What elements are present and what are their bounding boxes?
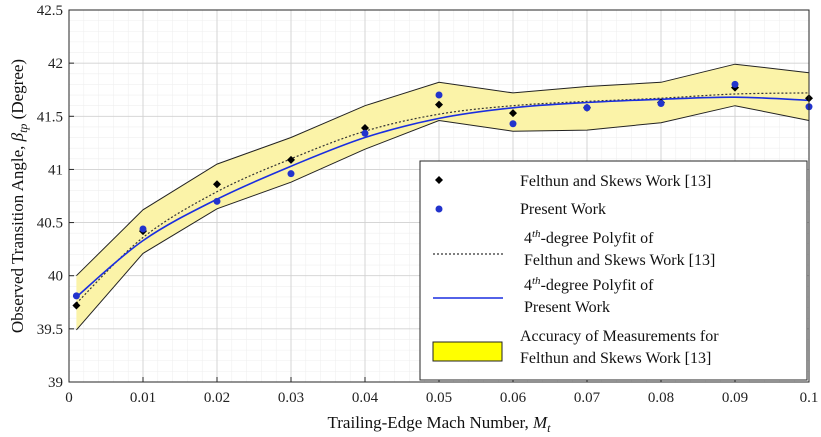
y-axis-label-var: β	[8, 132, 27, 142]
marker-felthun	[435, 100, 443, 109]
marker-present	[657, 100, 665, 108]
polyfit-line-present	[75, 96, 810, 298]
y-axis-label: Observed Transition Angle, βtp (Degree)	[8, 59, 30, 333]
legend-label-polyfit-present-line2: Present Work	[524, 299, 610, 316]
legend-label-accuracy-line2: Felthun and Skews Work [13]	[520, 350, 711, 367]
x-tick-label: 0.08	[648, 390, 674, 406]
data-markers-layer	[72, 80, 813, 310]
x-tick-label: 0.07	[574, 390, 601, 406]
marker-present	[509, 120, 517, 128]
y-tick-label: 42.5	[37, 3, 63, 19]
marker-present	[213, 197, 221, 205]
marker-felthun	[213, 180, 221, 189]
marker-present	[361, 129, 369, 137]
accuracy-band-upper-edge	[76, 63, 810, 277]
y-tick-label: 40.5	[37, 216, 63, 232]
marker-felthun	[287, 155, 295, 164]
polyfit-lines-layer	[75, 92, 810, 304]
x-axis-label: Trailing-Edge Mach Number, Mt	[327, 413, 551, 435]
legend-label-polyfit-felthun-line2: Felthun and Skews Work [13]	[524, 252, 715, 269]
x-tick-label: 0.02	[204, 390, 230, 406]
marker-present	[583, 104, 591, 112]
x-tick-label: 0.06	[500, 390, 527, 406]
x-tick-label: 0.01	[130, 390, 156, 406]
y-axis-label-sub: tp	[16, 124, 30, 133]
marker-present	[731, 80, 739, 88]
legend-marker-felthun	[435, 176, 443, 184]
legend-polyfit-present-sup: th	[532, 275, 541, 287]
legend-label-polyfit-felthun-line1: 4th-degree Polyfit of	[524, 228, 654, 247]
marker-felthun	[509, 109, 517, 118]
legend-polyfit-felthun-rest: -degree Polyfit of	[541, 230, 655, 247]
polyfit-line-felthun	[75, 92, 810, 304]
ticks: 0 0.01 0.02 0.03 0.04 0.05 0.06 0.07 0.08 0.09 0.1…	[37, 3, 819, 406]
x-axis-label-text: Trailing-Edge Mach Number,	[327, 413, 533, 432]
x-tick-label: 0	[65, 390, 73, 406]
y-tick-label: 42	[48, 56, 63, 72]
accuracy-band-lower-edge	[76, 105, 810, 331]
y-tick-label: 41	[48, 162, 63, 178]
legend-polyfit-felthun-degree: 4	[524, 230, 532, 247]
marker-present	[72, 292, 80, 300]
legend-label-accuracy-line1: Accuracy of Measurements for	[520, 328, 719, 345]
y-axis-label-suffix: (Degree)	[8, 59, 27, 124]
x-tick-label: 0.03	[278, 390, 304, 406]
legend-polyfit-present-degree: 4	[524, 277, 532, 294]
x-axis-label-var: M	[532, 413, 548, 432]
y-tick-label: 40	[48, 269, 63, 285]
legend-marker-present	[435, 205, 443, 213]
marker-present	[139, 225, 147, 233]
y-axis-label-text: Observed Transition Angle,	[8, 141, 27, 333]
marker-present	[435, 91, 443, 99]
legend-label-polyfit-present-line1: 4th-degree Polyfit of	[524, 275, 654, 294]
marker-felthun	[361, 123, 369, 132]
marker-present	[287, 170, 295, 178]
legend-label-present: Present Work	[520, 201, 606, 218]
x-tick-label: 0.1	[800, 390, 819, 406]
legend-polyfit-felthun-sup: th	[532, 228, 541, 240]
y-tick-label: 39.5	[37, 322, 63, 338]
x-tick-label: 0.05	[426, 390, 452, 406]
x-axis-label-sub: t	[547, 421, 551, 435]
legend-polyfit-present-rest: -degree Polyfit of	[541, 277, 655, 294]
y-tick-label: 41.5	[37, 109, 63, 125]
marker-felthun	[72, 301, 81, 310]
legend-swatch-accuracy	[432, 341, 503, 362]
x-tick-label: 0.04	[352, 390, 379, 406]
x-tick-label: 0.09	[722, 390, 748, 406]
y-tick-label: 39	[48, 375, 63, 391]
legend: Felthun and Skews Work [13] Present Work…	[419, 160, 808, 381]
legend-label-felthun: Felthun and Skews Work [13]	[520, 173, 711, 190]
